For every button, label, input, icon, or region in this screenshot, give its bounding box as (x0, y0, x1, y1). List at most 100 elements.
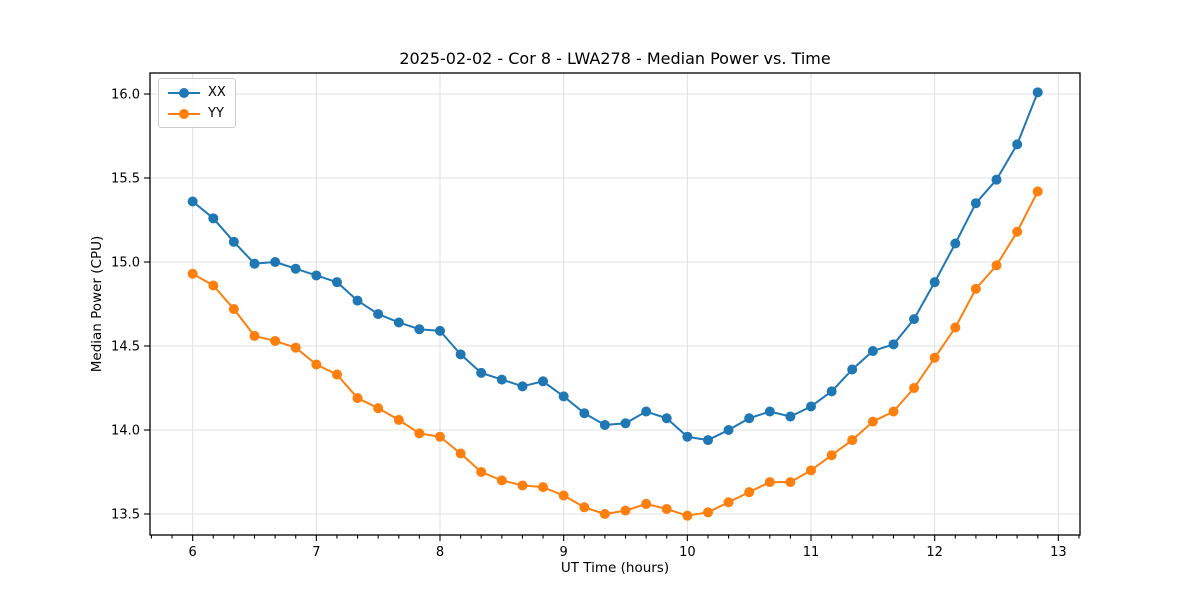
data-point-YY (538, 482, 549, 493)
data-point-YY (661, 503, 672, 514)
data-point-XX (599, 419, 610, 430)
x-tick-label: 9 (560, 545, 568, 560)
data-point-XX (867, 346, 878, 357)
data-point-XX (579, 408, 590, 419)
data-point-XX (1012, 139, 1023, 150)
data-point-XX (228, 236, 239, 247)
data-point-YY (579, 502, 590, 513)
tick-labels: 6 7 8 9 10 11 12 13 13.5 14.0 14.5 15.0 15.5 16.0 (111, 88, 1067, 561)
data-point-XX (703, 435, 713, 446)
data-point-YY (228, 304, 239, 315)
data-point-YY (641, 498, 652, 509)
data-point-YY (723, 497, 734, 508)
data-point-YY (785, 477, 796, 488)
data-point-YY (991, 260, 1002, 271)
x-tick-label: 10 (679, 545, 696, 560)
series-YY (187, 186, 1043, 521)
axis-ticks (144, 93, 1080, 541)
data-point-YY (806, 465, 817, 476)
data-point-XX (249, 258, 260, 269)
legend-entry-XX: XX (168, 85, 226, 100)
data-point-XX (806, 401, 817, 412)
x-tick-label: 13 (1050, 545, 1067, 560)
data-point-YY (950, 322, 961, 333)
data-point-XX (290, 263, 301, 274)
x-tick-label: 7 (312, 545, 320, 560)
data-point-XX (929, 277, 940, 288)
data-point-XX (187, 196, 198, 207)
data-point-YY (620, 505, 631, 516)
series-line-YY (191, 190, 1039, 517)
data-point-XX (764, 406, 775, 417)
legend-marker-icon (168, 87, 200, 99)
data-point-YY (558, 490, 569, 501)
data-point-XX (682, 431, 693, 442)
legend-entry-YY: YY (168, 106, 226, 121)
data-point-YY (517, 480, 528, 491)
data-point-YY (393, 414, 404, 425)
data-point-XX (455, 349, 466, 360)
x-tick-label: 12 (926, 545, 943, 560)
data-point-YY (888, 406, 899, 417)
legend-label: XX (208, 85, 226, 100)
data-point-XX (744, 413, 755, 424)
legend-label: YY (208, 106, 224, 121)
data-point-YY (929, 352, 940, 363)
data-point-XX (393, 317, 404, 328)
data-point-YY (1012, 226, 1023, 237)
y-axis-label: Median Power (CPU) (89, 235, 105, 373)
data-point-YY (1032, 186, 1043, 197)
data-point-XX (991, 174, 1002, 185)
data-point-XX (352, 295, 363, 306)
data-point-YY (455, 448, 466, 459)
data-point-YY (682, 510, 693, 521)
data-point-YY (970, 283, 981, 294)
data-point-XX (888, 339, 899, 350)
x-tick-label: 6 (189, 545, 197, 560)
data-point-XX (373, 309, 384, 320)
y-tick-label: 15.5 (111, 172, 140, 187)
data-point-XX (414, 324, 425, 335)
series-XX (187, 87, 1043, 446)
data-point-YY (847, 435, 858, 446)
data-point-XX (538, 376, 549, 387)
data-point-YY (599, 509, 610, 519)
data-point-YY (414, 428, 425, 439)
data-point-YY (249, 330, 260, 341)
grid (150, 73, 1080, 535)
data-point-YY (476, 467, 487, 477)
data-point-YY (187, 268, 198, 279)
data-point-YY (764, 477, 775, 488)
data-point-YY (311, 359, 322, 370)
x-axis-label: UT Time (hours) (560, 560, 670, 576)
data-point-XX (950, 238, 961, 249)
data-point-YY (435, 431, 446, 442)
data-point-XX (847, 364, 858, 375)
data-point-YY (703, 507, 713, 518)
data-point-XX (785, 411, 796, 422)
data-point-XX (496, 374, 507, 385)
data-point-XX (909, 314, 920, 325)
x-tick-label: 11 (803, 545, 820, 560)
y-tick-label: 16.0 (111, 88, 140, 103)
data-point-XX (826, 386, 837, 397)
data-point-XX (476, 367, 487, 378)
data-point-XX (620, 418, 631, 429)
data-point-YY (270, 335, 281, 346)
y-tick-label: 14.5 (111, 340, 140, 355)
data-point-XX (435, 325, 446, 336)
data-point-YY (331, 369, 342, 380)
data-point-YY (208, 280, 219, 291)
y-tick-label: 14.0 (111, 424, 140, 439)
data-point-XX (208, 213, 219, 224)
data-point-YY (909, 383, 920, 393)
y-tick-label: 13.5 (111, 508, 140, 523)
data-point-XX (331, 277, 342, 288)
data-point-YY (352, 393, 363, 404)
legend-marker-icon (168, 108, 200, 120)
data-point-YY (867, 416, 878, 427)
data-point-XX (517, 381, 528, 392)
data-point-XX (723, 425, 734, 435)
